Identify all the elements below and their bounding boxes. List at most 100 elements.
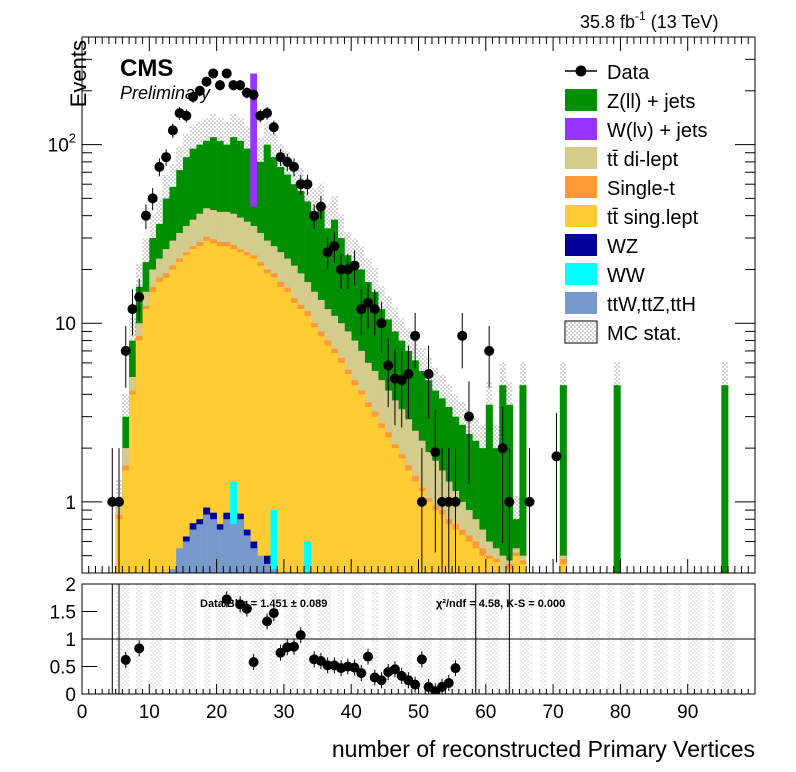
bar-tt_semilep xyxy=(364,406,372,573)
ratio-point xyxy=(389,664,400,675)
legend-swatch-ww xyxy=(565,263,597,285)
bar-zll xyxy=(492,448,500,573)
data-point xyxy=(114,496,125,507)
bar-tt_semilep xyxy=(384,437,392,573)
data-point xyxy=(484,345,495,356)
data-point xyxy=(154,161,165,172)
bar-tt_semilep xyxy=(223,246,231,573)
bar-tt_semilep xyxy=(357,394,365,573)
bar-ttv xyxy=(189,529,197,573)
legend-label-tt_dilep: tt̄ di-lept xyxy=(607,149,679,171)
bar-tt_semilep xyxy=(458,535,466,573)
bar-tt_semilep xyxy=(135,340,143,573)
bar-tt_semilep xyxy=(317,335,325,573)
bar-ttv xyxy=(182,541,190,573)
ratio-y-tick-label: 0 xyxy=(65,685,76,706)
bar-ttv xyxy=(216,529,224,573)
legend-label-tt_semilep: tt̄ sing.lept xyxy=(607,207,699,229)
bar-zll xyxy=(472,440,480,573)
data-point xyxy=(235,80,246,91)
bar-zll xyxy=(458,424,466,573)
legend-swatch-zll xyxy=(565,89,597,111)
chi2-label: χ²/ndf = 4.58, K-S = 0.000 xyxy=(436,598,565,610)
bar-tt_semilep xyxy=(277,286,285,573)
data-point xyxy=(262,108,273,119)
data-point xyxy=(423,368,434,379)
bar-tt_semilep xyxy=(310,327,318,573)
legend-mcstat-swatch xyxy=(564,320,598,344)
bar-ttv xyxy=(223,519,231,573)
data-point xyxy=(302,179,313,190)
bar-tt_semilep xyxy=(203,240,211,573)
ratio-y-tick-label: 2 xyxy=(65,575,76,596)
legend-label-single_t: Single-t xyxy=(607,178,675,200)
legend-swatch-wz xyxy=(565,234,597,256)
data-point xyxy=(288,161,299,172)
bar-ttv xyxy=(236,519,244,573)
legend: Data Z(ll) + jets W(lν) + jets tt̄ di-lept S… xyxy=(564,62,708,345)
x-tick-label: 10 xyxy=(139,702,160,723)
data-point xyxy=(127,304,138,315)
ratio-point xyxy=(410,679,421,690)
bar-wlv-spike xyxy=(250,73,257,207)
data-point xyxy=(194,85,205,96)
data-point xyxy=(181,110,192,121)
ratio-point xyxy=(268,608,279,619)
legend-swatch-tt_dilep xyxy=(565,147,597,169)
cms-label: CMS xyxy=(120,55,173,82)
data-point xyxy=(208,68,219,79)
ratio-point xyxy=(450,663,461,674)
bar-tt_semilep xyxy=(425,501,433,573)
ratio-y-tick-label: 1 xyxy=(65,630,76,651)
legend-swatch-wlv xyxy=(565,118,597,140)
data-point xyxy=(167,125,178,136)
bar-tt_semilep xyxy=(519,563,527,573)
bar-tt_semilep xyxy=(283,291,291,573)
legend-data-marker xyxy=(575,65,587,77)
bar-tt_semilep xyxy=(485,558,493,573)
ratio-point xyxy=(416,654,427,665)
data-point xyxy=(248,89,259,100)
data-point xyxy=(551,451,562,462)
bar-tt_semilep xyxy=(129,394,137,573)
legend-label-zll: Z(ll) + jets xyxy=(607,91,695,113)
ratio-y-tick-label: 1.5 xyxy=(50,603,76,624)
bar-tt_semilep xyxy=(559,563,567,573)
data-point xyxy=(134,292,145,303)
legend-swatch-ttv xyxy=(565,292,597,314)
bar-tt_semilep xyxy=(337,362,345,573)
bar-tt_semilep xyxy=(492,562,500,573)
data-point xyxy=(140,210,151,221)
ratio-point xyxy=(349,662,360,673)
bar-zll xyxy=(559,385,567,573)
bar-tt_semilep xyxy=(169,269,177,573)
bar-ttv xyxy=(203,514,211,573)
bar-tt_semilep xyxy=(230,249,238,573)
bar-ttv xyxy=(270,569,278,573)
bar-zll xyxy=(465,433,473,573)
x-axis-title: number of reconstructed Primary Vertices xyxy=(332,736,755,762)
ratio-point xyxy=(356,668,367,679)
data-bkg-label: Data/Bkg = 1.451 ± 0.089 xyxy=(200,598,327,610)
data-point xyxy=(268,122,279,133)
data-point xyxy=(524,496,535,507)
data-point xyxy=(161,152,172,163)
data-point xyxy=(363,297,374,308)
bar-tt_semilep xyxy=(290,302,298,573)
bar-ttv xyxy=(263,563,271,573)
bar-tt_semilep xyxy=(162,277,170,573)
ratio-point xyxy=(295,630,306,641)
ratio-y-tick-label: 0.5 xyxy=(50,658,76,679)
bar-tt_semilep xyxy=(176,262,184,573)
bar-tt_semilep xyxy=(297,309,305,573)
bar-zll xyxy=(485,404,493,573)
bar-zll xyxy=(512,519,520,573)
bar-tt_semilep xyxy=(472,548,480,573)
y-tick-label: 1 xyxy=(65,493,76,514)
ratio-point xyxy=(134,643,145,654)
data-point xyxy=(315,201,326,212)
bar-tt_semilep xyxy=(216,246,224,573)
ratio-axes: 0 10 20 30 40 50 60 70 80 90 0 0.5 1 1.5 2 xyxy=(50,575,756,723)
legend-label-ww: WW xyxy=(607,265,645,287)
